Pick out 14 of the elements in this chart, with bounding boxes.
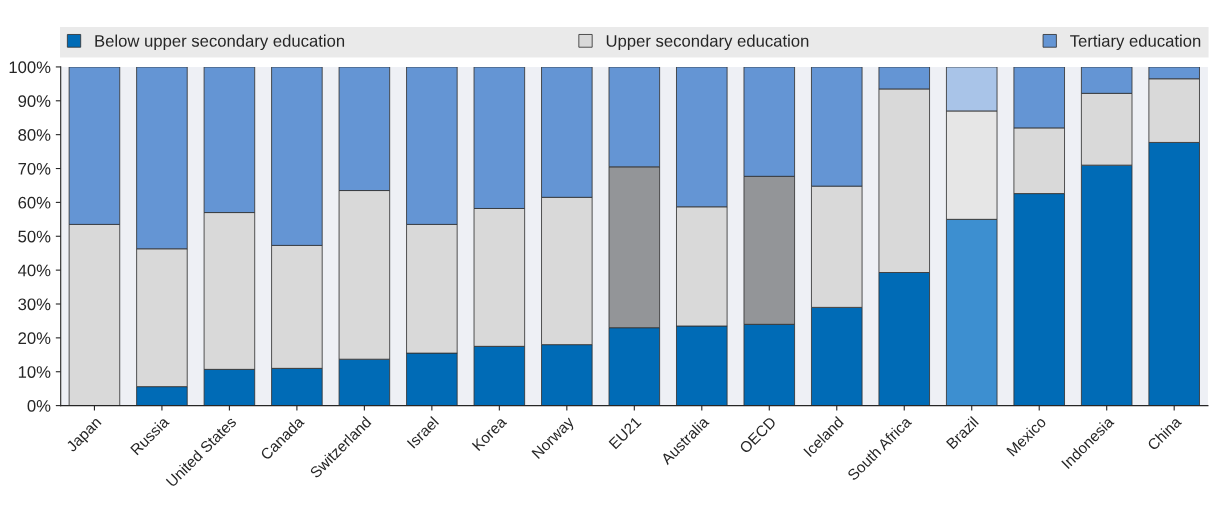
- y-tick-label: 70%: [18, 162, 51, 175]
- y-tick-label: 90%: [18, 95, 51, 107]
- legend-label: Tertiary education: [1070, 34, 1201, 51]
- legend-label: Upper secondary education: [606, 34, 809, 51]
- y-tick-label: 40%: [18, 264, 51, 277]
- y-tick-label: 30%: [18, 298, 51, 311]
- y-tick-label: 10%: [18, 366, 51, 378]
- y-tick-label: 0%: [27, 400, 51, 412]
- y-tick-label: 100%: [9, 61, 51, 74]
- y-tick-label: 60%: [18, 196, 51, 209]
- y-tick-label: 50%: [18, 230, 51, 243]
- y-tick-label: 20%: [18, 332, 51, 345]
- y-tick-label: 80%: [18, 129, 51, 141]
- legend-label: Below upper secondary education: [95, 34, 345, 51]
